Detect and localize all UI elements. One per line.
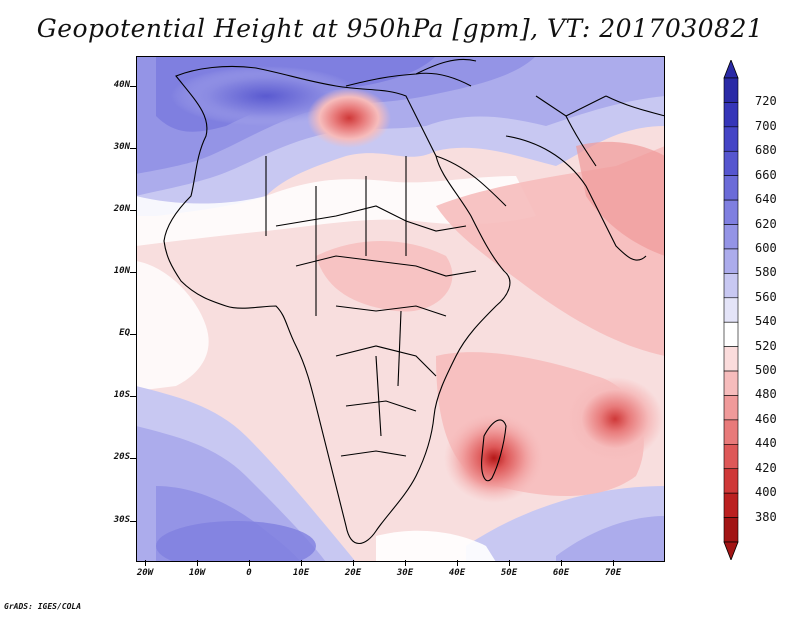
y-tick-label: 20S xyxy=(113,452,130,462)
colorbar-swatch xyxy=(723,150,739,176)
y-tick xyxy=(130,86,136,87)
colorbar-bottom-arrow xyxy=(723,541,739,560)
colorbar-label: 460 xyxy=(755,411,777,426)
x-tick-label: 20W xyxy=(136,568,154,578)
colorbar xyxy=(723,60,739,560)
y-tick xyxy=(130,272,136,273)
colorbar-swatch xyxy=(723,224,739,250)
colorbar-swatch xyxy=(723,321,739,347)
colorbar-label: 720 xyxy=(755,94,777,109)
colorbar-swatch xyxy=(723,248,739,274)
map-frame xyxy=(136,56,665,562)
colorbar-swatch xyxy=(723,492,739,518)
colorbar-swatch xyxy=(723,395,739,421)
colorbar-label: 580 xyxy=(755,265,777,280)
y-tick xyxy=(130,396,136,397)
x-tick xyxy=(249,560,250,566)
x-tick xyxy=(561,560,562,566)
x-tick xyxy=(145,560,146,566)
x-tick-label: 50E xyxy=(500,568,518,578)
y-tick-label: 30S xyxy=(113,515,130,525)
colorbar-swatch xyxy=(723,175,739,201)
x-tick-label: 60E xyxy=(552,568,570,578)
colorbar-swatch xyxy=(723,77,739,103)
colorbar-label: 420 xyxy=(755,460,777,475)
x-tick xyxy=(197,560,198,566)
colorbar-swatch xyxy=(723,346,739,372)
x-tick-label: 10E xyxy=(292,568,310,578)
x-tick xyxy=(613,560,614,566)
colorbar-label: 480 xyxy=(755,387,777,402)
y-tick xyxy=(130,210,136,211)
colorbar-label: 440 xyxy=(755,436,777,451)
x-tick-label: 0 xyxy=(246,568,252,578)
colorbar-label: 520 xyxy=(755,338,777,353)
colorbar-label: 640 xyxy=(755,192,777,207)
x-tick xyxy=(301,560,302,566)
y-tick-label: 30N xyxy=(113,142,130,152)
colorbar-label: 600 xyxy=(755,240,777,255)
y-tick-label: 20N xyxy=(113,204,130,214)
x-tick-label: 10W xyxy=(188,568,206,578)
colorbar-swatch xyxy=(723,517,739,543)
y-tick xyxy=(130,334,136,335)
y-tick xyxy=(130,458,136,459)
colorbar-swatch xyxy=(723,102,739,128)
colorbar-label: 540 xyxy=(755,314,777,329)
colorbar-label: 620 xyxy=(755,216,777,231)
colorbar-swatch xyxy=(723,199,739,225)
x-tick-label: 40E xyxy=(448,568,466,578)
x-tick xyxy=(509,560,510,566)
colorbar-label: 700 xyxy=(755,118,777,133)
x-tick xyxy=(405,560,406,566)
y-tick xyxy=(130,521,136,522)
colorbar-top-arrow xyxy=(723,60,739,79)
chart-title: Geopotential Height at 950hPa [gpm], VT:… xyxy=(36,14,764,43)
colorbar-swatch xyxy=(723,419,739,445)
credit-text: GrADS: IGES/COLA xyxy=(4,602,82,611)
colorbar-swatch xyxy=(723,273,739,299)
colorbar-swatch xyxy=(723,297,739,323)
y-tick-label: EQ xyxy=(119,328,130,338)
colorbar-label: 660 xyxy=(755,167,777,182)
colorbar-label: 400 xyxy=(755,485,777,500)
x-tick xyxy=(457,560,458,566)
colorbar-label: 560 xyxy=(755,289,777,304)
colorbar-label: 500 xyxy=(755,363,777,378)
colorbar-swatch xyxy=(723,468,739,494)
y-tick-label: 10S xyxy=(113,390,130,400)
y-tick-label: 40N xyxy=(113,80,130,90)
x-tick xyxy=(353,560,354,566)
x-tick-label: 20E xyxy=(344,568,362,578)
geopotential-field xyxy=(136,56,665,562)
colorbar-swatch xyxy=(723,370,739,396)
colorbar-swatch xyxy=(723,444,739,470)
colorbar-label: 680 xyxy=(755,143,777,158)
colorbar-swatch xyxy=(723,126,739,152)
map-panel xyxy=(136,56,665,562)
y-tick xyxy=(130,148,136,149)
y-tick-label: 10N xyxy=(113,266,130,276)
x-tick-label: 30E xyxy=(396,568,414,578)
x-tick-label: 70E xyxy=(604,568,622,578)
colorbar-label: 380 xyxy=(755,509,777,524)
